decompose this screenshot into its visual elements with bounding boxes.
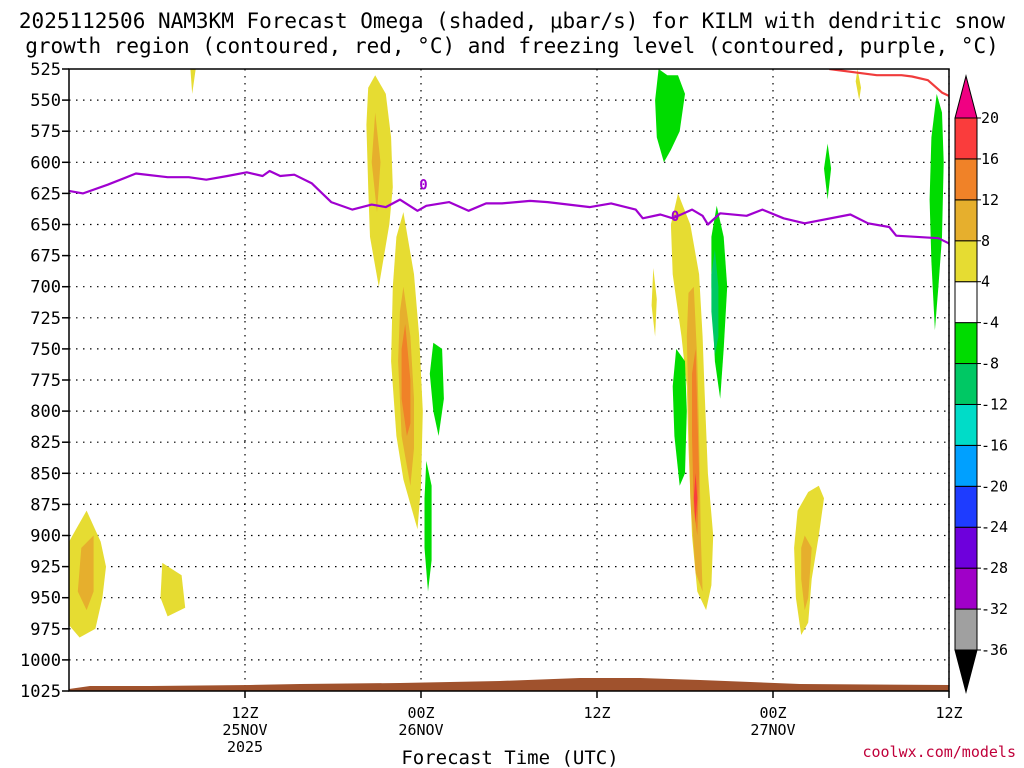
omega-region-14 [801,535,812,611]
plot-background [69,69,949,691]
omega-region-2 [190,69,196,94]
y-tick-label-550: 550 [30,91,61,111]
colorbar-box-0 [954,608,978,651]
y-tick-label-625: 625 [30,184,61,204]
dgz-boundary-line [829,69,949,98]
colorbar-box-1 [954,567,978,610]
colorbar-label-2: -28 [981,559,1008,577]
omega-region-10 [77,535,94,611]
x-axis-label: Forecast Time (UTC) [401,747,618,768]
colorbar-label-6: -12 [981,395,1008,413]
colorbar-box-12 [954,117,978,160]
omega-region-19 [424,460,432,592]
chart-title-line-1: 2025112506 NAM3KM Forecast Omega (shaded… [19,9,1006,33]
x-tick-label-15-1: 26NOV [398,721,443,739]
contour-lines [69,69,949,245]
omega-region-8 [855,69,861,101]
colorbar-label-9: 4 [981,273,990,291]
colorbar-box-10 [954,199,978,242]
x-tick-label-25-0: 12Z [583,704,610,722]
colorbar: -36 -32 -28 -24 -20 -16 -12 -8 -4 4 8 12 16 20 [954,74,1008,694]
omega-region-11 [371,112,381,213]
y-axis: 525 550 575 600 625 650 675 700 725 750 775 800 825 8… [20,60,69,702]
y-tick-label-850: 850 [30,464,61,484]
omega-region-24 [929,93,944,331]
colorbar-box-4 [954,444,978,487]
colorbar-box-11 [954,158,978,201]
freezing-level-line [69,169,949,245]
y-tick-label-950: 950 [30,589,61,609]
y-tick-label-1025: 1025 [20,682,61,702]
colorbar-label-1: -32 [981,600,1008,618]
omega-region-3 [366,75,393,287]
omega-shading [69,69,944,638]
omega-region-18 [429,342,444,436]
omega-region-15 [401,324,411,436]
colorbar-box-2 [954,526,978,569]
y-tick-label-875: 875 [30,495,61,515]
x-tick-label-45-0: 12Z [935,704,962,722]
x-tick-label-15-0: 00Z [407,704,434,722]
omega-region-17 [693,473,698,524]
y-tick-label-925: 925 [30,558,61,578]
y-tick-label-775: 775 [30,371,61,391]
omega-region-25 [711,249,719,356]
x-tick-label-35-1: 27NOV [750,721,795,739]
colorbar-label-4: -20 [981,477,1008,495]
x-tick-label-5-1: 25NOV [222,721,267,739]
y-tick-label-700: 700 [30,278,61,298]
colorbar-box-3 [954,485,978,528]
y-tick-label-575: 575 [30,122,61,142]
y-tick-label-800: 800 [30,402,61,422]
colorbar-label-5: -16 [981,436,1008,454]
colorbar-top-arrow [954,74,978,119]
colorbar-box-7 [954,322,978,365]
omega-region-23 [824,143,832,200]
colorbar-box-6 [954,363,978,405]
y-tick-label-825: 825 [30,433,61,453]
colorbar-box-5 [954,403,978,446]
omega-region-20 [655,69,685,163]
colorbar-label-8: -4 [981,314,999,332]
chart-title-line-2: growth region (contoured, red, °C) and f… [25,34,999,58]
colorbar-label-7: -8 [981,355,999,373]
y-tick-label-975: 975 [30,620,61,640]
x-tick-label-5-0: 12Z [231,704,258,722]
y-tick-label-1000: 1000 [20,651,61,671]
colorbar-label-10: 8 [981,232,990,250]
omega-region-1 [160,562,186,617]
colorbar-label-3: -24 [981,518,1008,536]
omega-region-5 [651,268,657,337]
omega-region-21 [672,348,687,486]
omega-region-16 [692,348,700,536]
colorbar-box-8 [954,281,978,324]
y-tick-label-900: 900 [30,527,61,547]
x-tick-label-5-2: 2025 [227,738,263,756]
terrain-ground [69,678,949,691]
credit-text: coolwx.com/models [862,743,1016,761]
y-tick-label-650: 650 [30,216,61,236]
colorbar-label-12: 16 [981,150,999,168]
y-tick-label-750: 750 [30,340,61,360]
freezing-level-label-1: 0 [419,178,427,194]
colorbar-label-11: 12 [981,191,999,209]
y-tick-label-525: 525 [30,60,61,80]
colorbar-label-0: -36 [981,641,1008,659]
y-tick-label-675: 675 [30,247,61,267]
freezing-level-label-2: 0 [671,209,679,225]
colorbar-bottom-arrow [954,649,978,694]
colorbar-label-13: 20 [981,109,999,127]
x-tick-label-35-0: 00Z [759,704,786,722]
colorbar-box-9 [954,240,978,283]
y-tick-label-725: 725 [30,309,61,329]
y-tick-label-600: 600 [30,153,61,173]
